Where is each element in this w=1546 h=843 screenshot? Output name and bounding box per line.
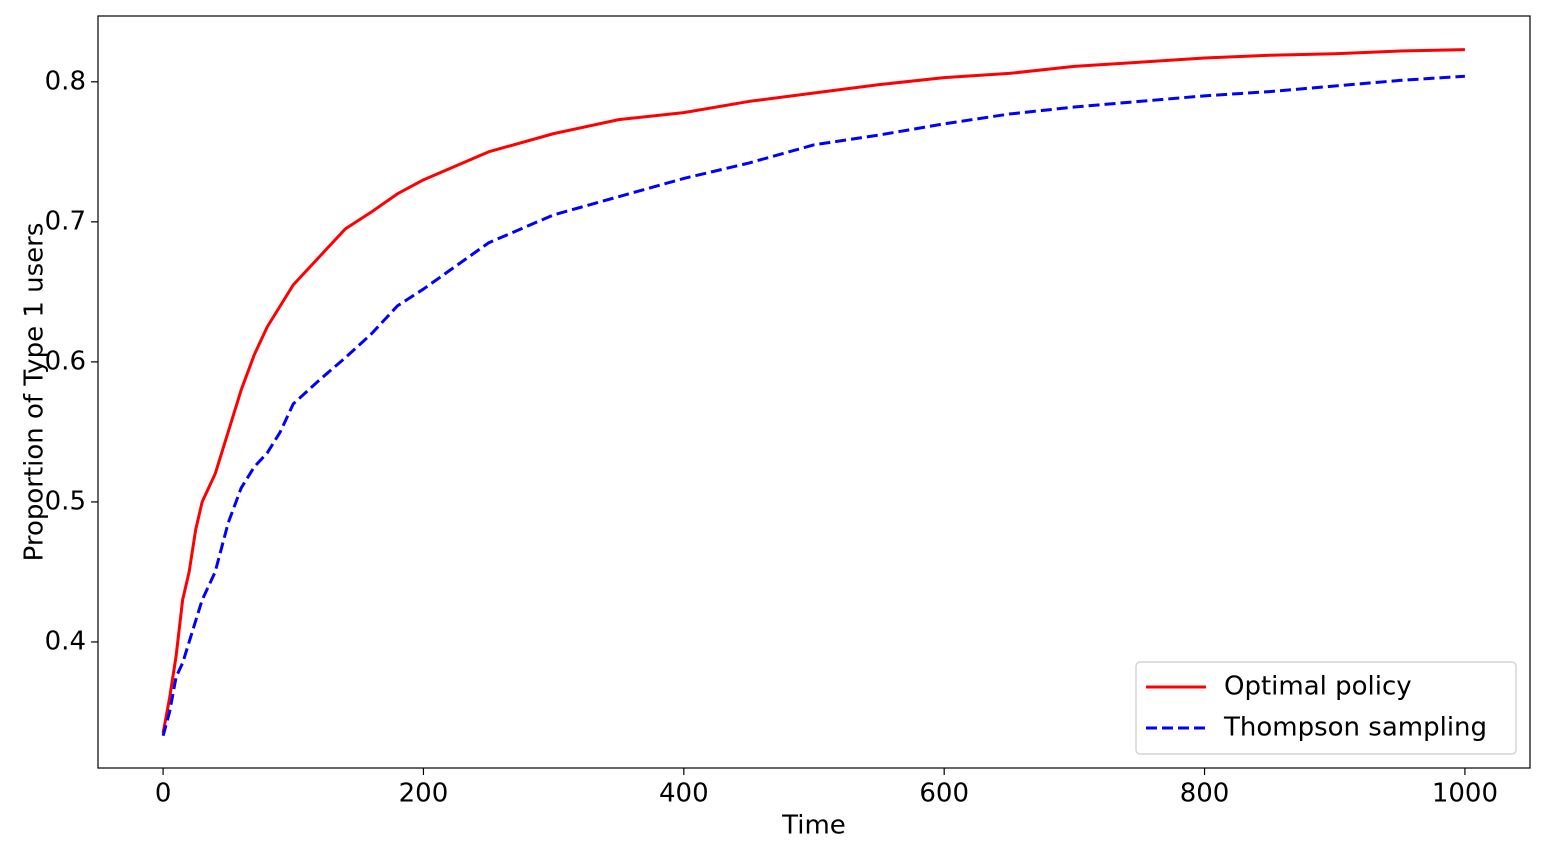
y-tick-label: 0.6 bbox=[45, 346, 86, 376]
x-tick-label: 400 bbox=[659, 779, 709, 809]
plot-frame bbox=[97, 15, 1531, 769]
legend-box bbox=[1135, 661, 1517, 755]
y-tick-label: 0.4 bbox=[45, 626, 86, 656]
legend-label: Thompson sampling bbox=[1223, 713, 1487, 743]
x-tick-label: 200 bbox=[399, 779, 449, 809]
data-line bbox=[161, 74, 1466, 737]
x-axis-label: Time bbox=[781, 811, 846, 841]
legend: Optimal policy Thompson sampling bbox=[1135, 661, 1517, 755]
x-tick-label: 1000 bbox=[1432, 779, 1498, 809]
legend-label: Optimal policy bbox=[1224, 672, 1412, 702]
y-tick-label: 0.8 bbox=[45, 66, 86, 96]
x-tick-label: 600 bbox=[919, 779, 969, 809]
y-tick-label: 0.5 bbox=[45, 486, 86, 516]
data-line bbox=[161, 48, 1465, 734]
y-tick-label: 0.7 bbox=[45, 206, 86, 236]
y-axis-label: Proportion of Type 1 users bbox=[20, 223, 50, 562]
x-tick-label: 0 bbox=[155, 779, 172, 809]
x-tick-label: 800 bbox=[1180, 779, 1230, 809]
